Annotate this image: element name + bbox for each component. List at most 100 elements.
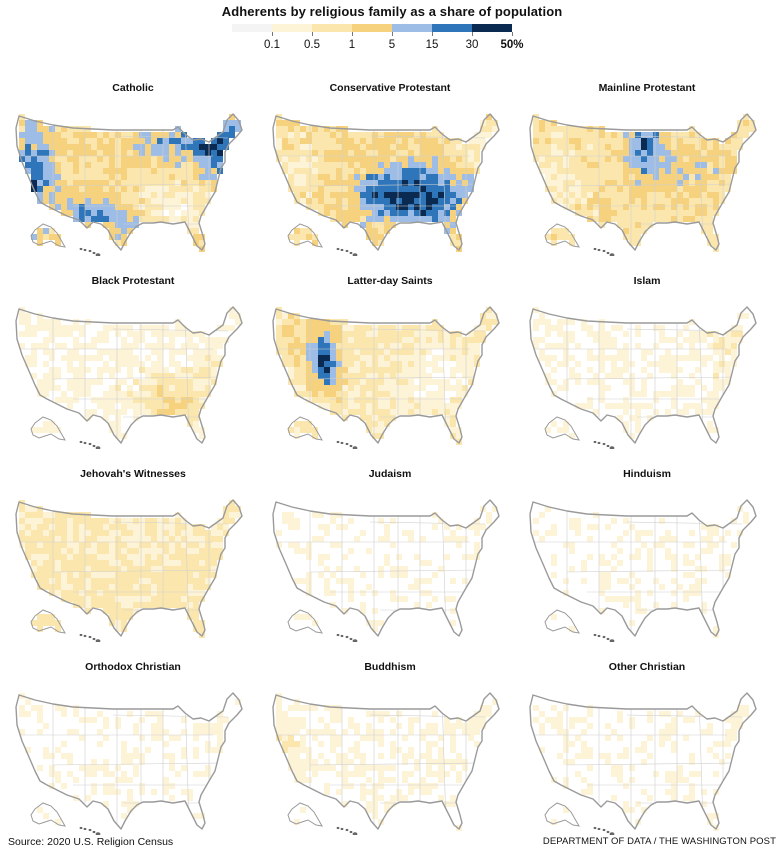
county-cell — [85, 584, 91, 590]
county-cell — [181, 753, 187, 759]
county-cell — [354, 156, 360, 162]
county-cell — [49, 590, 55, 596]
county-cell — [109, 524, 115, 530]
county-cell — [647, 373, 653, 379]
county-cell — [276, 132, 282, 138]
county-cell — [426, 409, 432, 415]
county-cell — [300, 735, 306, 741]
county-cell — [91, 518, 97, 524]
county-cell — [378, 415, 384, 421]
county-cell — [294, 132, 300, 138]
county-cell — [294, 156, 300, 162]
county-cell — [677, 180, 683, 186]
county-cell — [115, 566, 121, 572]
county-cell — [175, 379, 181, 385]
county-cell — [701, 156, 707, 162]
county-cell — [294, 421, 300, 427]
county-cell — [25, 156, 31, 162]
county-cell — [193, 373, 199, 379]
county-cell — [641, 210, 647, 216]
county-cell — [43, 343, 49, 349]
county-cell — [169, 216, 175, 222]
county-cell — [127, 560, 133, 566]
county-cell — [109, 596, 115, 602]
county-cell — [713, 379, 719, 385]
county-cell — [749, 120, 755, 126]
county-cell — [139, 572, 145, 578]
county-cell — [55, 180, 61, 186]
county-cell — [438, 391, 444, 397]
county-cell — [450, 355, 456, 361]
county-cell — [581, 777, 587, 783]
county-cell — [671, 355, 677, 361]
chart-title: Adherents by religious family as a share… — [221, 4, 563, 19]
county-cell — [336, 391, 342, 397]
county-cell — [671, 723, 677, 729]
county-cells — [276, 693, 498, 831]
county-cell — [324, 367, 330, 373]
county-cell — [19, 150, 25, 156]
county-cell — [665, 156, 671, 162]
county-cell — [641, 789, 647, 795]
hawaii-island — [593, 633, 597, 637]
county-cell — [175, 530, 181, 536]
county-cell — [390, 150, 396, 156]
county-cell — [539, 144, 545, 150]
map-panel: Islam — [527, 275, 767, 449]
county-cell — [551, 343, 557, 349]
county-cell — [366, 174, 372, 180]
county-cell — [468, 361, 474, 367]
county-cell — [294, 325, 300, 331]
county-cell — [217, 542, 223, 548]
hawaii-island — [83, 248, 87, 252]
county-cell — [605, 596, 611, 602]
county-cell — [43, 536, 49, 542]
county-cell — [294, 168, 300, 174]
county-cell — [719, 536, 725, 542]
county-cell — [139, 518, 145, 524]
county-cell — [408, 355, 414, 361]
county-cell — [575, 343, 581, 349]
county-cell — [372, 222, 378, 228]
county-cell — [121, 337, 127, 343]
county-cell — [450, 162, 456, 168]
county-cell — [312, 391, 318, 397]
county-cell — [683, 210, 689, 216]
county-cell — [611, 198, 617, 204]
county-cell — [121, 186, 127, 192]
county-cell — [336, 379, 342, 385]
county-cell — [97, 602, 103, 608]
county-cell — [545, 234, 551, 240]
county-cell — [97, 578, 103, 584]
county-cell — [193, 723, 199, 729]
county-cell — [85, 795, 91, 801]
county-cell — [743, 705, 749, 711]
county-cell — [378, 343, 384, 349]
county-cell — [67, 198, 73, 204]
county-cell — [336, 192, 342, 198]
county-cell — [557, 126, 563, 132]
county-cell — [587, 765, 593, 771]
county-cell — [366, 367, 372, 373]
county-cell — [193, 174, 199, 180]
county-cell — [653, 198, 659, 204]
county-cell — [462, 198, 468, 204]
county-cell — [205, 367, 211, 373]
hawaii-island — [345, 442, 349, 446]
county-cell — [139, 186, 145, 192]
county-cell — [115, 150, 121, 156]
county-cell — [31, 620, 37, 626]
county-cell — [653, 168, 659, 174]
county-cell — [378, 421, 384, 427]
county-cell — [683, 717, 689, 723]
county-cell — [157, 331, 163, 337]
county-cell — [121, 144, 127, 150]
county-cell — [312, 198, 318, 204]
county-cell — [492, 319, 498, 325]
county-cell — [103, 518, 109, 524]
hawaii-island — [349, 251, 353, 255]
county-cell — [151, 192, 157, 198]
county-cell — [115, 626, 121, 632]
hawaii-island — [352, 446, 358, 449]
county-cell — [300, 741, 306, 747]
